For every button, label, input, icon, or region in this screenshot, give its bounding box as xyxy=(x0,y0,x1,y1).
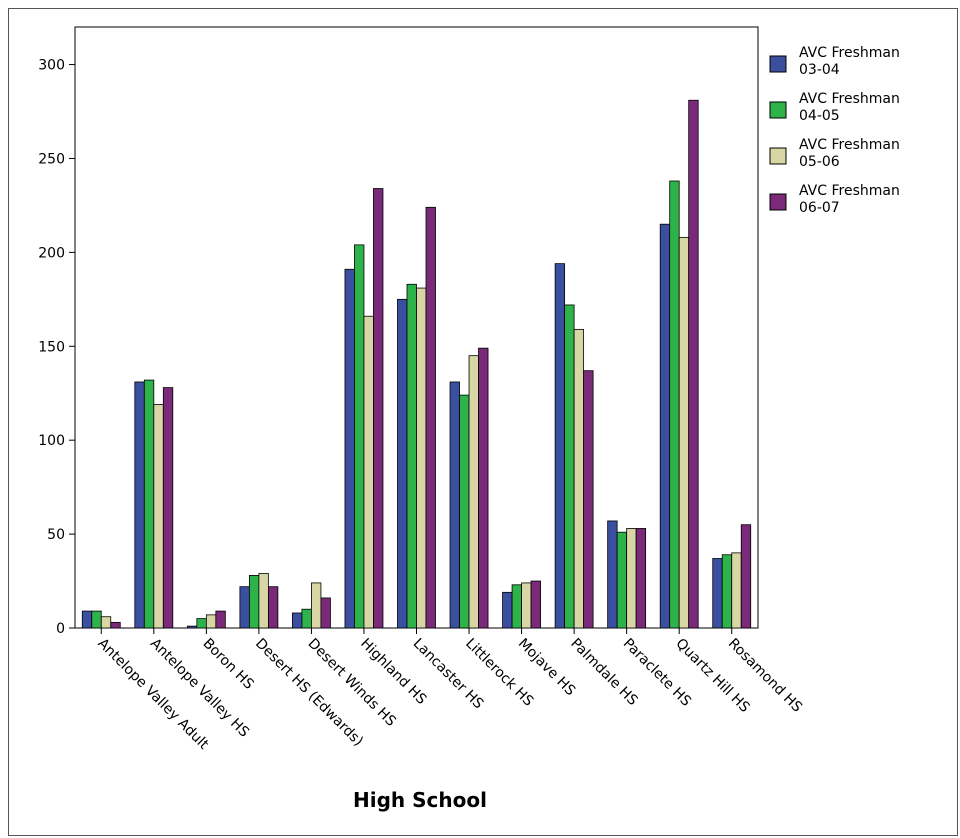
legend-label: AVC Freshman xyxy=(799,183,900,199)
x-axis-title: High School xyxy=(353,788,487,812)
bar xyxy=(678,236,690,629)
legend-swatch xyxy=(769,55,787,73)
bar xyxy=(373,188,384,629)
bar xyxy=(301,608,312,629)
y-tick-label: 150 xyxy=(38,339,65,355)
y-tick-label: 250 xyxy=(38,151,65,167)
bar xyxy=(239,586,250,629)
bar xyxy=(669,180,680,629)
bar xyxy=(478,347,489,629)
bar xyxy=(712,558,723,629)
y-tick-label: 0 xyxy=(56,621,65,637)
bar xyxy=(425,206,436,629)
bar xyxy=(110,621,121,629)
bar xyxy=(616,531,628,629)
x-tick-label: Antelope Valley HS xyxy=(147,636,252,741)
bar xyxy=(530,580,541,629)
bar xyxy=(468,355,479,629)
bar xyxy=(397,298,408,629)
bar xyxy=(215,610,226,629)
bar xyxy=(81,610,93,629)
bar xyxy=(626,528,637,629)
bar xyxy=(659,223,671,629)
x-tick-label: Desert Winds HS xyxy=(305,636,399,730)
bar xyxy=(449,381,460,629)
bar xyxy=(205,614,217,629)
bar xyxy=(607,520,618,629)
legend-label: 03-04 xyxy=(799,62,840,78)
x-tick-label: Desert HS (Edwards) xyxy=(252,636,366,750)
bar xyxy=(248,575,260,629)
legend-swatch xyxy=(769,101,787,119)
bar xyxy=(162,387,174,629)
legend-label: 06-07 xyxy=(799,200,840,216)
bar xyxy=(573,328,585,629)
bar xyxy=(406,283,417,629)
bar xyxy=(134,381,145,629)
bar xyxy=(320,597,331,629)
legend-swatch xyxy=(769,147,787,165)
legend-label: AVC Freshman xyxy=(799,45,900,61)
y-tick-label: 300 xyxy=(38,58,65,74)
bar xyxy=(459,394,470,629)
bar xyxy=(186,625,198,629)
bar xyxy=(521,582,532,629)
bar xyxy=(363,315,374,629)
bar xyxy=(564,304,575,629)
bar xyxy=(502,591,513,629)
bar xyxy=(311,582,322,629)
y-tick-label: 200 xyxy=(38,245,65,261)
bar xyxy=(416,287,427,629)
legend-swatch xyxy=(769,193,787,211)
legend-label: 05-06 xyxy=(799,154,840,170)
bar xyxy=(153,404,164,629)
bar xyxy=(267,586,279,629)
bar xyxy=(100,616,112,629)
bar xyxy=(354,244,365,629)
bar xyxy=(511,584,522,629)
bar xyxy=(292,612,303,629)
bar xyxy=(258,573,269,629)
bar xyxy=(731,552,742,629)
bar xyxy=(740,524,752,629)
bar xyxy=(554,263,566,629)
y-tick-label: 100 xyxy=(38,433,65,449)
bar xyxy=(688,99,699,629)
bar xyxy=(143,379,155,629)
legend-label: AVC Freshman xyxy=(799,137,900,153)
bar xyxy=(635,528,647,629)
bar xyxy=(196,618,207,629)
legend-label: 04-05 xyxy=(799,108,840,124)
x-tick-label: Antelope Valley Adult xyxy=(94,636,211,753)
bar xyxy=(583,370,594,629)
bars-group xyxy=(81,99,752,629)
bar xyxy=(721,554,733,629)
bar xyxy=(344,268,355,629)
bar xyxy=(91,610,102,629)
y-axis: 0 50 100 150 200 250 300 xyxy=(38,58,75,637)
y-tick-label: 50 xyxy=(47,527,65,543)
legend-label: AVC Freshman xyxy=(799,91,900,107)
